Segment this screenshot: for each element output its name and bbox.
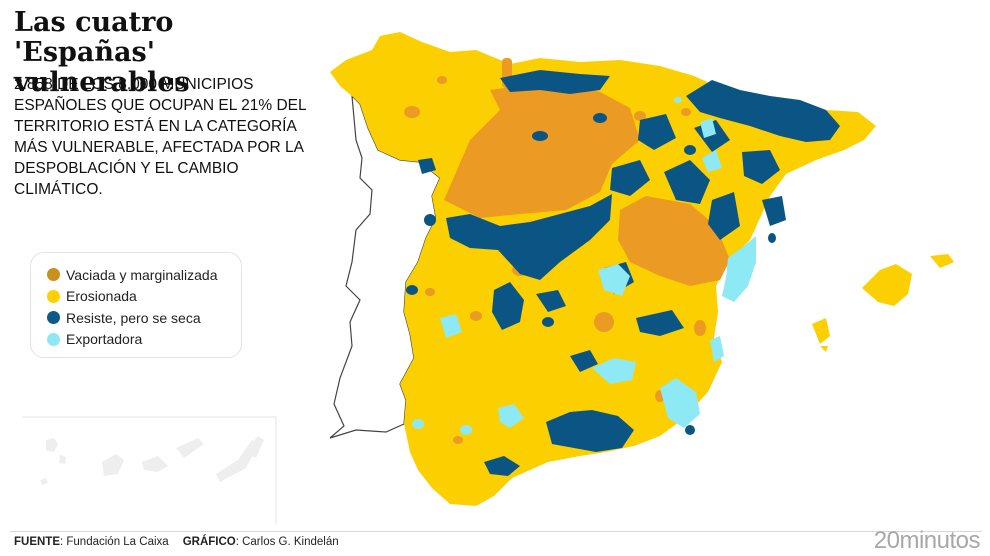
legend-swatch — [47, 311, 60, 325]
resiste-burgos — [610, 160, 650, 196]
exportadora-ciudad-real — [592, 358, 636, 384]
exportadora-lleida — [702, 150, 722, 172]
resiste-rioja — [638, 114, 676, 150]
legend-swatch — [47, 289, 60, 303]
resiste-huelva — [484, 456, 520, 476]
exportadora-malaga — [498, 404, 524, 428]
balearic-islands — [812, 254, 954, 352]
resiste-cordoba — [570, 350, 598, 372]
resiste-patch — [685, 425, 695, 435]
resiste-jaen — [636, 310, 684, 336]
legend-label: Erosionada — [66, 288, 137, 305]
vaciada-patch — [425, 288, 435, 296]
resiste-caceres — [492, 282, 524, 330]
footer-divider — [10, 531, 982, 532]
legend-item-vaciada: Vaciada y marginalizada — [47, 264, 241, 286]
legend-item-resiste: Resiste, pero se seca — [47, 307, 241, 329]
footer-credits: FUENTE: Fundación La Caixa GRÁFICO: Carlo… — [14, 536, 339, 548]
resiste-regions — [406, 70, 840, 476]
page-title: Las cuatro 'Españas' vulnerables — [14, 7, 190, 98]
exportadora-albacete — [598, 264, 630, 296]
resiste-teruel — [708, 192, 740, 240]
resiste-cantabria — [500, 70, 610, 94]
legend-swatch — [47, 332, 60, 346]
resiste-patch — [424, 214, 436, 226]
vaciada-patch — [437, 76, 447, 84]
exportadora-murcia — [660, 378, 700, 428]
canary-island — [46, 438, 58, 452]
vaciada-aragon — [618, 196, 730, 286]
resiste-patch — [406, 285, 418, 295]
portugal-outline — [329, 94, 441, 439]
resiste-patch — [684, 145, 696, 155]
exportadora-patch — [412, 419, 424, 429]
resiste-toledo — [536, 290, 566, 312]
resiste-soria — [664, 160, 710, 204]
exportadora-regions — [412, 97, 756, 435]
legend-label: Vaciada y marginalizada — [66, 266, 218, 283]
canary-island — [142, 456, 168, 472]
exportadora-navarra — [700, 118, 716, 138]
vaciada-castilla-leon — [444, 82, 640, 218]
vaciada-patch — [694, 320, 706, 336]
resiste-tarragona — [762, 196, 786, 226]
map-legend: Vaciada y marginalizada Erosionada Resis… — [30, 252, 242, 358]
ibiza — [812, 318, 830, 344]
resiste-sistema-central — [446, 194, 612, 280]
exportadora-badajoz — [440, 314, 462, 338]
canary-island — [102, 454, 124, 476]
resiste-granada — [546, 410, 634, 452]
exportadora-valencia — [722, 236, 756, 302]
vaciada-patch — [594, 312, 614, 332]
page-subtitle: 2.858 de los 8.000 municipios españoles … — [14, 76, 307, 198]
exportadora-castellon — [710, 336, 724, 362]
legend-item-exportadora: Exportadora — [47, 329, 241, 351]
canary-island — [40, 478, 48, 485]
resiste-patch — [768, 233, 776, 243]
vaciada-patch — [634, 111, 646, 121]
resiste-catalonia — [742, 150, 780, 184]
graphic-label: GRÁFICO — [182, 536, 236, 548]
vaciada-zamora — [470, 128, 500, 158]
brand-logo: 20minutos — [873, 527, 981, 554]
legend-item-erosionada: Erosionada — [47, 286, 241, 308]
formentera — [820, 346, 828, 352]
vaciada-patch — [404, 106, 420, 118]
canary-island — [176, 438, 204, 458]
vaciada-patch — [453, 436, 463, 444]
legend-swatch — [47, 268, 60, 282]
graphic-value: : Carlos G. Kindelán — [235, 536, 339, 548]
source-label: FUENTE — [14, 536, 60, 548]
source-value: : Fundación La Caixa — [60, 536, 169, 548]
menorca — [930, 254, 954, 268]
vaciada-regions — [404, 58, 730, 444]
canary-island — [244, 436, 264, 458]
vaciada-patch — [681, 108, 691, 116]
exportadora-patch — [674, 97, 682, 103]
canary-islands-inset — [22, 416, 277, 525]
legend-label: Exportadora — [66, 331, 143, 348]
resiste-patch — [532, 131, 548, 141]
legend-label: Resiste, pero se seca — [66, 309, 201, 326]
vaciada-patch — [470, 311, 482, 321]
mallorca — [862, 264, 912, 306]
exportadora-patch — [460, 425, 472, 435]
resiste-patch — [542, 317, 554, 327]
resiste-patch — [593, 113, 607, 123]
canary-island — [59, 455, 66, 464]
resiste-galicia — [418, 158, 436, 174]
resiste-pais-vasco — [686, 80, 840, 142]
